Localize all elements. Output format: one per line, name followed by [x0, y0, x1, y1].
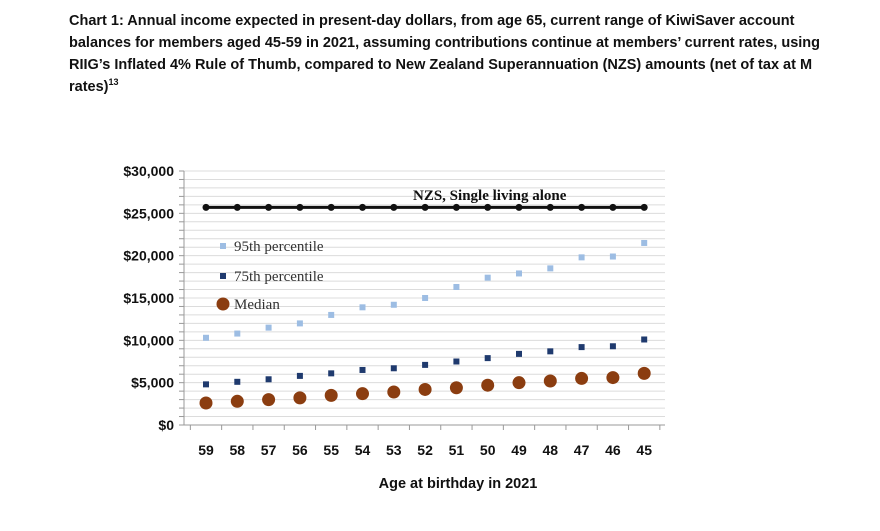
- x-tick-label: 52: [417, 442, 433, 458]
- median-point: [543, 374, 557, 388]
- median-point: [606, 371, 620, 385]
- nzs-single-living-alone-point: [390, 203, 398, 211]
- nzs-single-living-alone-point: [578, 203, 586, 211]
- 75th-percentile-point: [578, 344, 585, 351]
- x-tick-label: 47: [574, 442, 590, 458]
- 95th-percentile-point: [609, 253, 616, 260]
- nzs-single-living-alone-point: [421, 203, 429, 211]
- median-point: [293, 391, 307, 405]
- median-point: [449, 381, 463, 395]
- median-point: [262, 393, 276, 407]
- y-axis: $0 $5,000 $10,000 $15,000 $20,000 $25,000 $30,…: [123, 163, 185, 433]
- y-tick-label: $25,000: [123, 205, 174, 221]
- chart-caption: Chart 1: Annual income expected in prese…: [69, 10, 849, 98]
- nzs-single-living-alone-point: [202, 203, 210, 211]
- legend-marker: [220, 243, 226, 249]
- y-tick-label: $0: [158, 417, 174, 433]
- median-point: [575, 371, 589, 385]
- x-tick-label: 56: [292, 442, 308, 458]
- median-point: [387, 385, 401, 399]
- y-tick-label: $20,000: [123, 248, 174, 264]
- 95th-percentile-point: [547, 265, 554, 272]
- 95th-percentile-point: [328, 311, 335, 318]
- x-tick-label: 49: [511, 442, 527, 458]
- nzs-series-label: NZS, Single living alone: [413, 188, 567, 204]
- caption-footnote: 13: [108, 77, 119, 88]
- x-tick-label: 55: [323, 442, 339, 458]
- nzs-single-living-alone-point: [296, 203, 304, 211]
- 95th-percentile-point: [484, 274, 491, 281]
- x-axis: 59 58 57 56 55 54 53 52 51 50 49 48 47 46 45: [184, 424, 665, 458]
- nzs-single-living-alone-point: [546, 203, 554, 211]
- median-point: [637, 366, 651, 380]
- 75th-percentile-point: [484, 355, 491, 362]
- median-point: [230, 394, 244, 408]
- 95th-percentile-point: [422, 295, 429, 301]
- nzs-single-living-alone-point: [265, 203, 273, 211]
- legend: 95th percentile 75th percentile Median: [216, 239, 324, 313]
- nzs-single-living-alone-point: [452, 203, 460, 211]
- 75th-percentile-point: [296, 372, 303, 379]
- median-point: [356, 387, 369, 401]
- 75th-percentile-point: [328, 370, 335, 377]
- x-tick-label: 51: [449, 442, 465, 458]
- 75th-percentile-point: [547, 348, 554, 355]
- x-tick-label: 58: [230, 442, 246, 458]
- legend-label: 75th percentile: [234, 269, 324, 285]
- 75th-percentile-point: [609, 343, 616, 350]
- 95th-percentile-point: [390, 301, 397, 308]
- x-tick-label: 57: [261, 442, 277, 458]
- 95th-percentile-point: [516, 270, 522, 277]
- 75th-percentile-point: [234, 378, 241, 385]
- 95th-percentile-point: [234, 330, 241, 337]
- y-tick-label: $5,000: [131, 375, 174, 391]
- y-tick-label: $15,000: [123, 290, 174, 306]
- 75th-percentile-point: [516, 350, 522, 357]
- nzs-single-living-alone-point: [484, 203, 492, 211]
- x-tick-label: 53: [386, 442, 402, 458]
- 95th-percentile-point: [203, 334, 209, 341]
- legend-label: 95th percentile: [234, 239, 324, 255]
- y-tick-label: $30,000: [123, 163, 174, 179]
- x-tick-label: 54: [355, 442, 371, 458]
- median-point: [512, 376, 526, 390]
- nzs-single-living-alone-point: [515, 203, 523, 211]
- legend-label: Median: [234, 297, 280, 313]
- 75th-percentile-point: [359, 366, 366, 373]
- caption-text: Chart 1: Annual income expected in prese…: [69, 13, 821, 95]
- 95th-percentile-point: [453, 283, 460, 290]
- nzs-single-living-alone-point: [609, 203, 617, 211]
- 75th-percentile-point: [422, 361, 429, 368]
- 75th-percentile-point: [203, 381, 209, 388]
- x-tick-label: 59: [198, 442, 214, 458]
- 75th-percentile-point: [641, 336, 648, 343]
- nzs-single-living-alone-point: [640, 203, 648, 211]
- 95th-percentile-point: [578, 254, 585, 261]
- legend-marker: [220, 273, 226, 279]
- 75th-percentile-point: [453, 358, 460, 365]
- nzs-single-living-alone-point: [233, 203, 241, 211]
- nzs-single-living-alone-point: [359, 203, 366, 211]
- 75th-percentile-point: [265, 376, 272, 383]
- 95th-percentile-point: [641, 239, 648, 246]
- data-marks: NZS, Single living alone: [199, 188, 651, 410]
- median-point: [324, 388, 338, 402]
- median-point: [481, 378, 495, 392]
- 95th-percentile-point: [359, 304, 366, 311]
- 75th-percentile-point: [390, 365, 397, 372]
- x-tick-label: 48: [543, 442, 559, 458]
- 95th-percentile-point: [296, 320, 303, 327]
- 95th-percentile-point: [265, 324, 272, 331]
- nzs-single-living-alone-point: [327, 203, 335, 211]
- y-tick-label: $10,000: [123, 332, 174, 348]
- median-point: [199, 396, 213, 410]
- x-axis-label: Age at birthday in 2021: [379, 476, 538, 492]
- x-tick-label: 46: [605, 442, 621, 458]
- x-tick-label: 50: [480, 442, 496, 458]
- legend-marker: [216, 297, 230, 311]
- x-tick-label: 45: [636, 442, 652, 458]
- median-point: [418, 382, 432, 396]
